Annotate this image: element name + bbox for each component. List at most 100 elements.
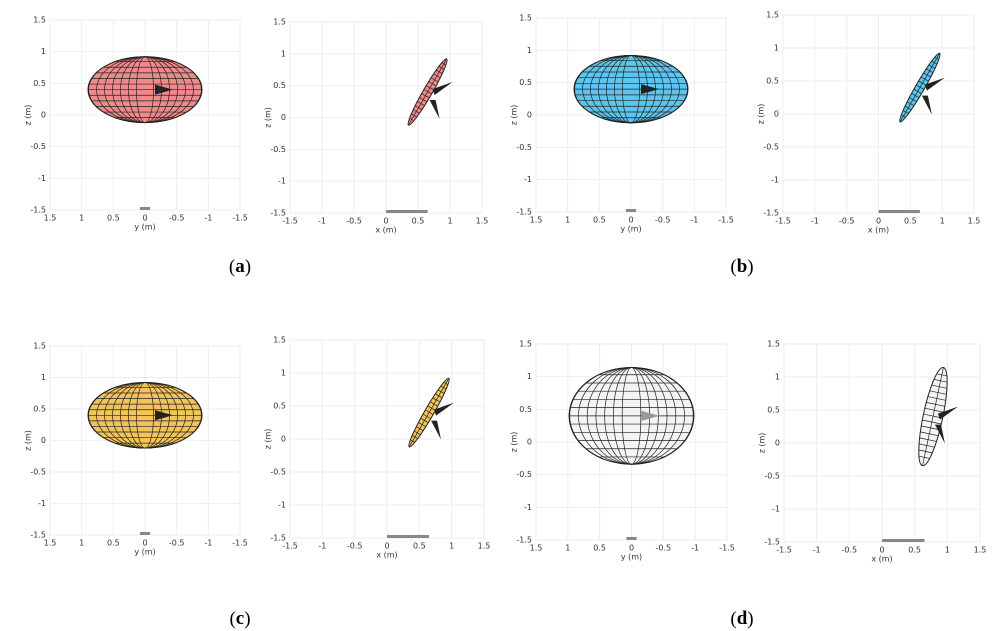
x-tick-label: -1.5 <box>776 546 792 555</box>
x-tick-label: 1 <box>79 539 84 548</box>
meridian <box>409 378 449 447</box>
x-tick-label: 0 <box>384 542 389 551</box>
x-tick-label: 0 <box>876 217 881 226</box>
body-render <box>879 51 945 213</box>
y-tick-label: -1 <box>38 174 46 183</box>
x-tick-label: 1.5 <box>478 542 491 551</box>
x-tick-label: 0.5 <box>908 546 921 555</box>
x-tick-label: 0.5 <box>904 217 917 226</box>
x-tick-label: -1.5 <box>282 217 298 226</box>
x-axis-label: x (m) <box>376 551 397 560</box>
y-axis-label: z (m) <box>758 433 767 454</box>
x-tick-label: 1.5 <box>476 217 489 226</box>
y-tick-label: 1.5 <box>273 18 286 27</box>
x-tick-label: -0.5 <box>839 217 855 226</box>
x-tick-label: -1.5 <box>719 544 735 553</box>
y-tick-label: 0 <box>775 439 780 448</box>
y-tick-label: 1.5 <box>273 336 286 345</box>
y-tick-label: 1.5 <box>33 16 46 25</box>
y-tick-label: 0 <box>281 435 286 444</box>
x-tick-label: -1.5 <box>282 542 298 551</box>
axis-arrow <box>431 421 441 440</box>
y-tick-label: 1 <box>775 373 780 382</box>
y-tick-label: 1.5 <box>519 340 532 349</box>
x-tick-label: -0.5 <box>169 214 185 223</box>
x-tick-label: -1 <box>691 544 699 553</box>
x-tick-label: 0.5 <box>107 214 120 223</box>
x-tick-label: 1.5 <box>530 544 543 553</box>
x-tick-label: -0.5 <box>656 544 672 553</box>
x-tick-label: 0 <box>879 546 884 555</box>
shadow <box>626 537 636 540</box>
x-tick-label: -0.5 <box>347 542 363 551</box>
x-tick-label: -1 <box>204 539 212 548</box>
y-axis-label: z (m) <box>24 105 33 126</box>
y-tick-label: -0.5 <box>270 145 286 154</box>
y-tick-label: -0.5 <box>764 472 780 481</box>
x-tick-label: -1.5 <box>775 217 791 226</box>
y-tick-label: -0.5 <box>516 470 532 479</box>
x-axis-label: y (m) <box>134 548 155 557</box>
y-tick-label: -1.5 <box>763 209 779 218</box>
x-tick-label: 0 <box>142 539 147 548</box>
x-tick-label: -1 <box>318 542 326 551</box>
x-tick-label: 1 <box>79 214 84 223</box>
y-tick-label: -1.5 <box>516 208 532 217</box>
y-tick-label: 0.5 <box>33 405 46 414</box>
y-axis-label: z (m) <box>510 105 519 126</box>
x-tick-label: -0.5 <box>169 539 185 548</box>
y-tick-label: -1 <box>771 176 779 185</box>
y-tick-label: 0 <box>774 110 779 119</box>
x-axis-label: y (m) <box>620 225 641 234</box>
caption-letter: a <box>235 256 245 277</box>
x-tick-label: 1 <box>565 544 570 553</box>
x-axis-label: x (m) <box>868 226 889 235</box>
y-tick-label: 1 <box>527 372 532 381</box>
y-tick-label: 1 <box>774 44 779 53</box>
y-tick-label: 0 <box>41 111 46 120</box>
panel-caption: (a) <box>229 256 251 277</box>
x-tick-label: -1 <box>690 216 698 225</box>
y-tick-label: 0.5 <box>767 406 780 415</box>
shadow <box>626 209 636 212</box>
y-tick-label: -0.5 <box>270 468 286 477</box>
caption-letter: c <box>236 608 244 629</box>
body-render <box>387 376 454 538</box>
x-tick-label: 0 <box>629 544 634 553</box>
y-tick-label: -0.5 <box>30 468 46 477</box>
shadow <box>386 210 428 213</box>
y-tick-label: 0.5 <box>766 77 779 86</box>
y-tick-label: -1.5 <box>30 531 46 540</box>
y-axis-label: z (m) <box>510 432 519 453</box>
x-tick-label: -1.5 <box>718 216 734 225</box>
y-tick-label: -1.5 <box>764 538 780 547</box>
meridian <box>900 53 940 122</box>
y-axis-label: z (m) <box>264 107 273 128</box>
x-tick-label: -1 <box>318 217 326 226</box>
x-tick-label: 1 <box>447 217 452 226</box>
x-tick-label: 1 <box>565 216 570 225</box>
y-axis-label: z (m) <box>264 429 273 450</box>
x-tick-label: 1.5 <box>968 217 981 226</box>
y-tick-label: 0.5 <box>273 402 286 411</box>
y-tick-label: 0.5 <box>519 405 532 414</box>
y-tick-label: -1 <box>278 501 286 510</box>
axis-arrow <box>922 96 932 115</box>
disc <box>405 57 451 128</box>
y-tick-label: -1 <box>278 177 286 186</box>
disc <box>405 376 452 449</box>
y-tick-label: 1 <box>527 46 532 55</box>
y-tick-label: -1.5 <box>270 209 286 218</box>
x-tick-label: -0.5 <box>346 217 362 226</box>
x-tick-label: 1 <box>449 542 454 551</box>
x-tick-label: -1.5 <box>232 214 248 223</box>
x-tick-label: 0.5 <box>413 542 426 551</box>
body-render <box>882 365 958 542</box>
x-tick-label: 1.5 <box>44 539 57 548</box>
panel-caption: (b) <box>730 256 753 277</box>
y-tick-label: 0 <box>281 113 286 122</box>
caption-letter: b <box>737 256 748 277</box>
x-tick-label: -1.5 <box>232 539 248 548</box>
y-tick-label: 1.5 <box>33 342 46 351</box>
x-tick-label: -0.5 <box>842 546 858 555</box>
